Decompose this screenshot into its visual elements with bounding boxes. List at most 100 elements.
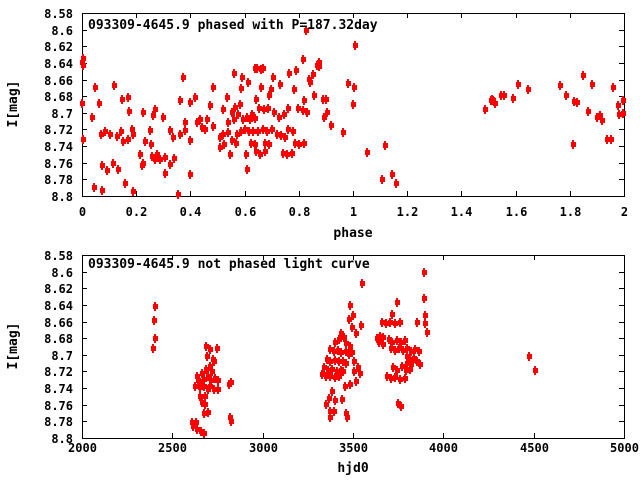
y-tick-label: 8.7 <box>51 349 73 363</box>
data-point <box>312 91 317 100</box>
data-point <box>337 372 342 381</box>
data-point <box>126 93 131 102</box>
data-point <box>244 150 249 159</box>
data-point <box>208 362 213 371</box>
data-point <box>155 150 160 159</box>
data-point <box>502 91 507 100</box>
data-point <box>340 395 345 404</box>
data-point <box>328 407 333 416</box>
data-point <box>120 95 125 104</box>
data-point <box>256 127 261 136</box>
data-point <box>193 382 198 391</box>
data-point <box>393 373 398 382</box>
data-point <box>380 175 385 184</box>
data-point <box>491 96 496 105</box>
unphased-plot-title: 093309-4645.9 not phased light curve <box>88 257 370 272</box>
data-point <box>326 366 331 375</box>
data-point <box>230 136 235 145</box>
data-point <box>337 357 342 366</box>
data-point <box>202 429 207 438</box>
data-point <box>609 135 614 144</box>
data-point <box>397 344 402 353</box>
data-point <box>181 73 186 82</box>
data-point <box>236 110 241 119</box>
data-point <box>390 170 395 179</box>
data-point <box>345 413 350 422</box>
data-point <box>141 159 146 168</box>
data-point <box>228 150 233 159</box>
data-point <box>202 375 207 384</box>
data-point <box>277 113 282 122</box>
data-point <box>243 125 248 134</box>
data-point <box>354 329 359 338</box>
data-point <box>381 333 386 342</box>
data-point <box>328 372 333 381</box>
data-point <box>391 363 396 372</box>
x-tick-label: 3000 <box>249 441 278 455</box>
data-point <box>328 345 333 354</box>
data-point <box>257 104 262 113</box>
data-point <box>616 101 621 110</box>
data-point <box>153 155 158 164</box>
data-point <box>352 83 357 92</box>
data-point <box>393 319 398 328</box>
data-point <box>417 347 422 356</box>
data-point <box>301 106 306 115</box>
data-point <box>527 352 532 361</box>
x-tick-label: 0.6 <box>235 205 257 219</box>
data-point <box>286 104 291 113</box>
data-point <box>352 357 357 366</box>
data-point <box>572 97 577 106</box>
data-point <box>238 100 243 109</box>
data-point <box>352 367 357 376</box>
data-point <box>172 154 177 163</box>
data-point <box>218 143 223 152</box>
data-point <box>239 84 244 93</box>
data-point <box>356 363 361 372</box>
data-point <box>393 346 398 355</box>
data-point <box>526 85 531 94</box>
phased-plot: 0 0.2 0.4 0.6 0.8 1 1.2 1.4 1.6 1.8 2 8.58 8.6 8.62 8.… <box>44 7 628 219</box>
data-point <box>241 115 246 124</box>
data-point <box>143 137 148 146</box>
data-point <box>251 127 256 136</box>
data-point <box>279 131 284 140</box>
data-point <box>232 69 237 78</box>
data-point <box>250 110 255 119</box>
data-point <box>92 183 97 192</box>
data-point <box>204 365 209 374</box>
data-point <box>586 107 591 116</box>
data-point <box>598 111 603 120</box>
data-point <box>354 377 359 386</box>
data-point <box>348 342 353 351</box>
data-point <box>232 115 237 124</box>
data-point <box>188 170 193 179</box>
y-tick-label: 8.64 <box>44 57 73 71</box>
data-point <box>621 96 626 105</box>
data-point <box>203 392 208 401</box>
data-point <box>385 372 390 381</box>
data-point <box>325 355 330 364</box>
data-point <box>226 128 231 137</box>
data-point <box>126 135 131 144</box>
data-point <box>267 91 272 100</box>
data-point <box>294 66 299 75</box>
data-point <box>119 127 124 136</box>
data-point <box>351 100 356 109</box>
x-tick-label: 0 <box>79 205 86 219</box>
data-point <box>333 356 338 365</box>
data-point <box>275 130 280 139</box>
data-point <box>168 160 173 169</box>
data-point <box>317 62 322 71</box>
data-point <box>581 71 586 80</box>
data-point <box>216 376 221 385</box>
y-tick-label: 8.62 <box>44 40 73 54</box>
data-point <box>178 130 183 139</box>
imag-axis-label-top: I[mag] <box>6 80 21 128</box>
data-point <box>296 104 301 113</box>
data-point <box>195 118 200 127</box>
data-point <box>408 365 413 374</box>
data-point <box>293 139 298 148</box>
